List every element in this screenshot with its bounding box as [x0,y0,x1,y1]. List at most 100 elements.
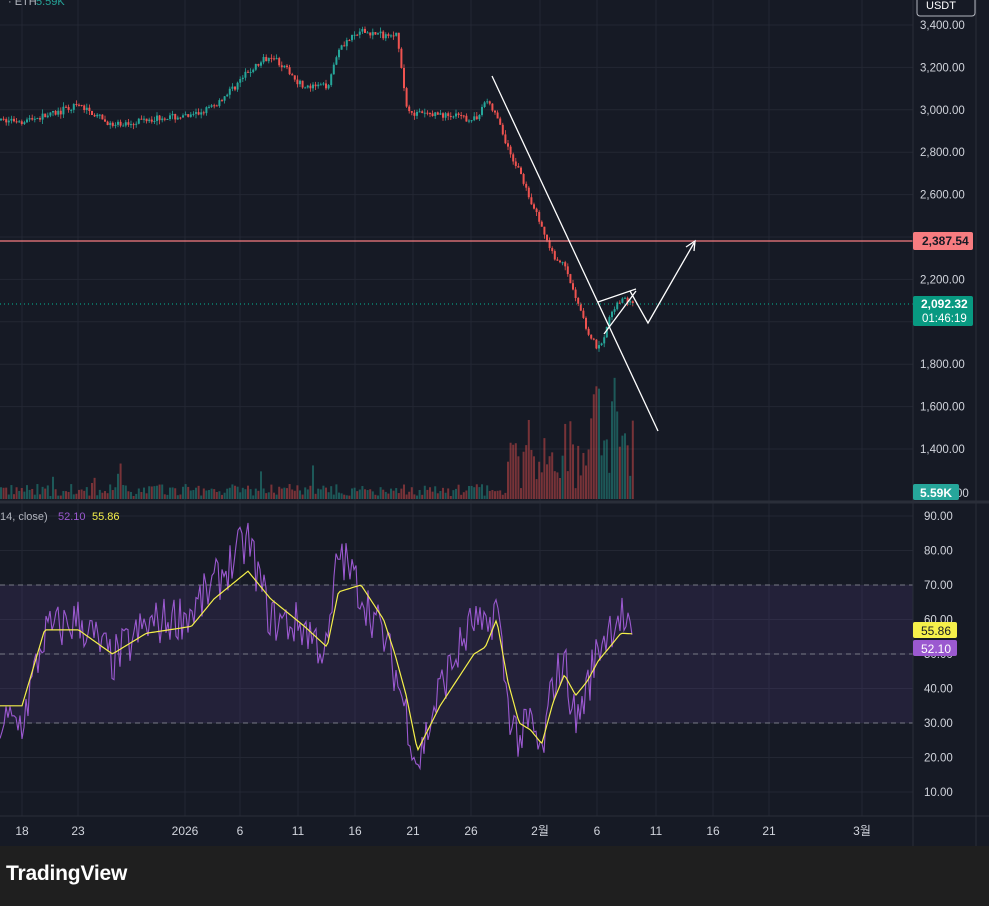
volume-bar [273,492,275,499]
candle-body [538,212,541,222]
candle-body [556,259,559,261]
candle-body [317,84,320,87]
volume-bar [522,451,525,499]
volume-bar [119,463,122,499]
volume-bar [260,471,262,499]
volume-bar [540,472,543,499]
candle-body [340,45,343,50]
candle-body [447,113,450,116]
candle-body [176,117,179,120]
volume-bar [442,487,444,499]
volume-bar [283,487,286,499]
volume-bar [28,489,31,499]
candle-body [624,297,626,299]
candle-body [158,115,161,121]
candle-body [200,112,203,115]
candle-body [135,123,138,125]
volume-bars [0,377,634,499]
volume-bar [429,487,431,499]
pennant-upper-line[interactable] [597,288,637,303]
trend-drawings[interactable] [491,75,696,432]
candle-body [169,115,171,119]
candle-body [520,167,522,175]
volume-bar [252,495,255,499]
time-tick-label: 6 [237,824,244,838]
rsi-ma-legend-value: 55.86 [92,511,120,523]
volume-bar [171,487,174,499]
volume-bar [244,489,247,499]
candle-body [361,28,364,32]
candle-body [356,34,359,36]
candle-body [111,122,114,126]
time-tick-label: 21 [762,824,776,838]
currency-button[interactable]: USDT [916,0,976,17]
candle-body [72,104,75,110]
volume-bar [236,486,239,499]
volume-bar [553,471,556,499]
volume-bar [332,494,335,499]
candle-body [223,96,226,101]
rsi-tick-label: 90.00 [924,511,953,523]
candle-body [483,102,486,107]
rsi-line [0,522,633,771]
candle-body [291,74,294,76]
candle-body [80,104,83,106]
candle-body [577,298,580,304]
volume-bar [538,461,541,499]
candle-body [468,120,470,122]
volume-bar [629,475,632,499]
volume-bar [202,488,205,499]
candle-body [418,111,421,113]
candle-body [23,122,26,124]
candle-body [465,115,468,122]
volume-bar [335,484,338,499]
candle-body [239,79,242,83]
volume-bar [507,461,509,499]
volume-bar [174,488,177,499]
candle-body [491,103,494,111]
volume-bar [36,484,39,499]
candle-body [49,112,52,116]
currency-button-label: USDT [926,0,956,12]
candle-body [104,119,106,122]
volume-bar [400,488,403,499]
volume-bar [325,487,327,499]
candle-body [161,118,164,121]
candle-body [127,122,130,125]
price-tick-label: 2,600.00 [920,190,965,202]
volume-bar [270,484,273,499]
candle-body [124,122,127,126]
candle-body [631,301,634,304]
volume-bar [494,491,496,499]
volume-bar [509,442,512,499]
downtrend-line[interactable] [491,75,659,432]
candle-body [530,197,533,205]
candle-body [369,32,372,36]
price-tick-label: 2,200.00 [920,274,965,286]
volume-bar [431,491,434,499]
time-tick-label: 26 [464,824,478,838]
candle-body [421,111,424,113]
candle-body [353,34,356,36]
candle-body [75,104,78,106]
candle-body [494,110,496,113]
volume-bar [187,486,190,499]
candle-body [429,113,431,115]
candle-body [559,260,561,263]
volume-bar [421,494,424,499]
volume-bar [153,486,156,499]
time-tick-label: 11 [292,824,305,838]
pennant-lower-line[interactable] [603,290,637,335]
candle-body [416,111,418,116]
volume-bar [395,488,398,499]
candle-body [335,57,338,65]
tradingview-logo[interactable]: TradingView [6,862,128,885]
volume-bar [88,495,91,499]
volume-bar [465,490,468,499]
candle-body [499,118,502,125]
volume-bar [348,495,351,499]
candle-body [629,301,632,303]
projection-path[interactable] [629,242,695,325]
candle-body [163,118,166,120]
